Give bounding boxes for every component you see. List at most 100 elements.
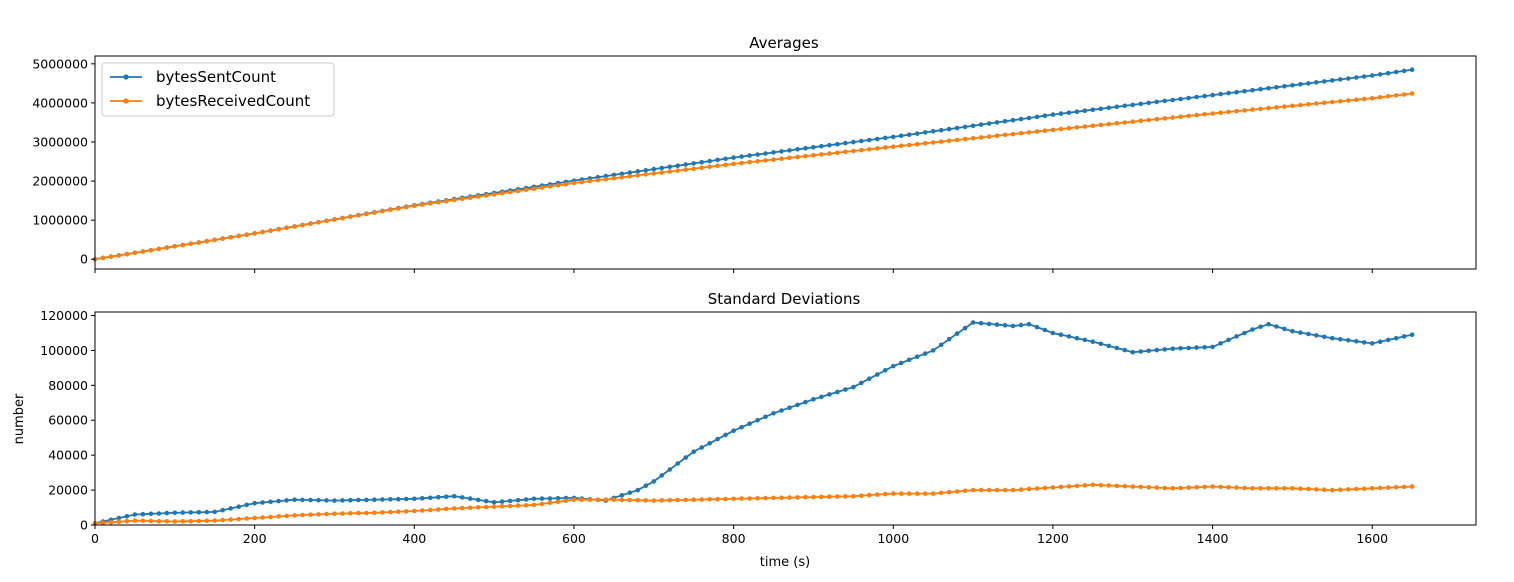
averages-point-bytes-received-count <box>795 154 800 160</box>
std-dev-point-bytes-received-count <box>755 496 760 501</box>
averages-point-bytes-sent-count <box>1074 109 1080 114</box>
std-dev-point-bytes-sent-count <box>1146 348 1151 354</box>
averages-point-bytes-received-count <box>1393 93 1399 98</box>
averages-point-bytes-received-count <box>124 251 130 257</box>
averages-point-bytes-received-count <box>396 206 401 211</box>
std-dev-point-bytes-sent-count <box>1098 341 1104 347</box>
averages-point-bytes-received-count <box>1098 122 1104 128</box>
chart-title-std-dev: Standard Deviations <box>708 290 861 308</box>
averages-point-bytes-received-count <box>1082 124 1088 129</box>
averages-point-bytes-sent-count <box>1002 119 1008 124</box>
averages-point-bytes-received-count <box>244 232 249 237</box>
std-dev-point-bytes-sent-count <box>1369 341 1375 346</box>
averages-point-bytes-sent-count <box>1042 113 1048 118</box>
averages-point-bytes-sent-count <box>691 161 696 166</box>
std-dev-point-bytes-sent-count <box>188 510 194 515</box>
averages-y-axis: 0 1000000 2000000 3000000 4000000 5000000 <box>32 56 95 267</box>
std-dev-point-bytes-received-count <box>284 513 289 519</box>
averages-point-bytes-received-count <box>491 192 497 197</box>
averages-point-bytes-received-count <box>1234 108 1239 114</box>
averages-point-bytes-received-count <box>372 210 377 215</box>
std-dev-point-bytes-sent-count <box>930 348 936 353</box>
std-dev-point-bytes-received-count <box>898 491 904 496</box>
averages-point-bytes-received-count <box>731 161 736 167</box>
averages-point-bytes-received-count <box>1361 96 1367 102</box>
std-dev-point-bytes-sent-count <box>196 510 202 515</box>
std-dev-point-bytes-received-count <box>148 518 154 524</box>
std-dev-point-bytes-received-count <box>340 511 345 516</box>
std-dev-point-bytes-received-count <box>859 493 864 499</box>
averages-point-bytes-received-count <box>1146 117 1151 123</box>
std-dev-point-bytes-received-count <box>1178 485 1183 491</box>
std-dev-point-bytes-sent-count <box>1066 334 1072 339</box>
averages-point-bytes-sent-count <box>922 130 928 135</box>
averages-point-bytes-received-count <box>699 165 704 170</box>
std-dev-point-bytes-sent-count <box>380 497 385 502</box>
averages-point-bytes-sent-count <box>875 136 880 142</box>
std-dev-point-bytes-sent-count <box>1282 326 1287 332</box>
averages-point-bytes-received-count <box>611 175 617 181</box>
std-dev-point-bytes-sent-count <box>1361 340 1367 345</box>
averages-point-bytes-sent-count <box>1194 94 1199 100</box>
std-dev-point-bytes-received-count <box>348 511 353 516</box>
std-dev-point-bytes-sent-count <box>827 392 832 397</box>
std-dev-point-bytes-received-count <box>731 496 736 502</box>
averages-point-bytes-sent-count <box>898 133 904 139</box>
std-dev-point-bytes-received-count <box>1322 487 1327 493</box>
std-dev-point-bytes-received-count <box>651 498 657 503</box>
std-dev-point-bytes-received-count <box>188 518 194 524</box>
std-dev-point-bytes-received-count <box>795 495 800 500</box>
averages-point-bytes-received-count <box>811 153 816 158</box>
averages-point-bytes-received-count <box>507 189 513 195</box>
averages-point-bytes-received-count <box>236 233 241 239</box>
averages-y-tick-label: 1000000 <box>32 213 88 228</box>
std-dev-point-bytes-received-count <box>1377 485 1383 491</box>
averages-point-bytes-received-count <box>428 201 433 206</box>
averages-point-bytes-received-count <box>1194 112 1199 118</box>
averages-point-bytes-received-count <box>643 172 649 177</box>
std-dev-point-bytes-received-count <box>747 496 752 501</box>
averages-y-tick-label: 0 <box>80 252 88 267</box>
std-dev-point-bytes-sent-count <box>707 441 712 446</box>
averages-point-bytes-received-count <box>891 144 896 149</box>
std-dev-point-bytes-received-count <box>1130 484 1135 489</box>
std-dev-point-bytes-sent-count <box>946 336 952 342</box>
std-dev-point-bytes-received-count <box>922 491 928 496</box>
std-dev-point-bytes-received-count <box>499 504 505 509</box>
std-dev-point-bytes-sent-count <box>811 397 816 402</box>
std-dev-point-bytes-received-count <box>451 506 457 511</box>
std-dev-point-bytes-sent-count <box>340 498 345 503</box>
std-dev-point-bytes-received-count <box>388 509 393 515</box>
std-dev-point-bytes-received-count <box>1250 486 1255 491</box>
std-dev-point-bytes-sent-count <box>986 321 992 327</box>
std-dev-point-bytes-received-count <box>1090 482 1096 488</box>
std-dev-point-bytes-sent-count <box>954 331 960 336</box>
std-dev-point-bytes-received-count <box>627 497 633 503</box>
averages-point-bytes-received-count <box>116 253 122 258</box>
averages-point-bytes-received-count <box>922 141 928 146</box>
averages-point-bytes-received-count <box>739 160 744 166</box>
std-dev-point-bytes-received-count <box>1162 485 1167 491</box>
averages-point-bytes-received-count <box>1377 95 1383 100</box>
std-dev-point-bytes-received-count <box>124 518 130 524</box>
std-dev-point-bytes-sent-count <box>803 399 808 405</box>
averages-point-bytes-received-count <box>1314 101 1319 106</box>
averages-point-bytes-received-count <box>747 159 752 165</box>
std-dev-series-bytes-received-count <box>92 482 1415 526</box>
averages-point-bytes-sent-count <box>1058 111 1064 116</box>
std-dev-point-bytes-sent-count <box>1377 339 1383 345</box>
averages-point-bytes-received-count <box>867 147 872 152</box>
averages-point-bytes-received-count <box>1274 105 1279 110</box>
averages-point-bytes-received-count <box>707 164 712 169</box>
std-dev-point-bytes-sent-count <box>308 497 313 503</box>
averages-point-bytes-received-count <box>196 240 202 245</box>
std-dev-point-bytes-sent-count <box>1385 337 1391 343</box>
std-dev-point-bytes-sent-count <box>763 414 768 420</box>
averages-point-bytes-sent-count <box>851 139 856 145</box>
averages-point-bytes-received-count <box>691 166 696 171</box>
std-dev-point-bytes-sent-count <box>1114 345 1120 351</box>
averages-point-bytes-received-count <box>180 242 186 248</box>
averages-point-bytes-sent-count <box>1361 74 1367 79</box>
std-dev-point-bytes-sent-count <box>1354 339 1359 344</box>
std-dev-point-bytes-received-count <box>994 487 1000 493</box>
